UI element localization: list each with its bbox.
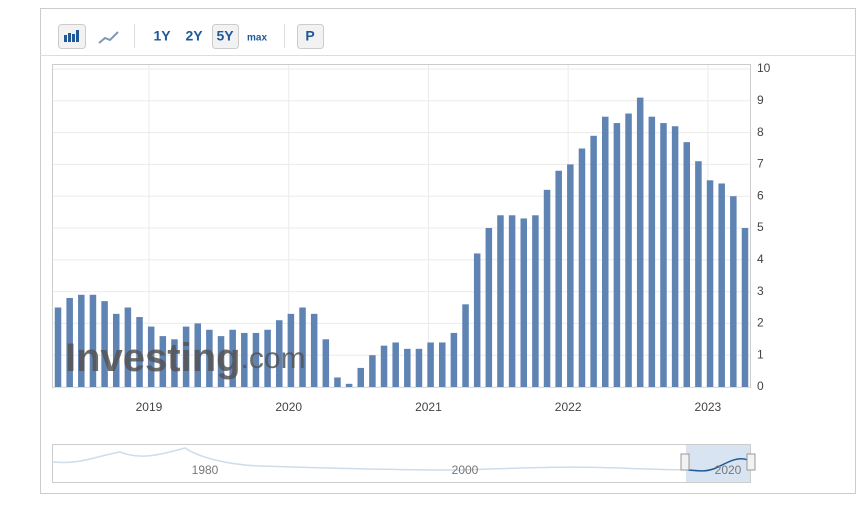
x-tick-label: 2019 [136, 400, 163, 414]
bar [613, 123, 621, 387]
bar [345, 383, 353, 387]
bar [695, 161, 702, 387]
x-tick-label: 2023 [695, 400, 722, 414]
bar [322, 339, 330, 387]
bar [171, 339, 178, 387]
bar [334, 377, 341, 387]
bar [357, 367, 365, 387]
navigator-handle-right[interactable] [746, 453, 756, 471]
watermark-suffix: .com [241, 342, 306, 375]
bar [497, 215, 504, 387]
bar [310, 313, 318, 387]
bar [89, 294, 97, 387]
range-5y-active[interactable] [212, 24, 239, 49]
bar [427, 342, 434, 387]
bar [485, 228, 493, 387]
bar [741, 228, 749, 387]
watermark-brand: Investing [65, 336, 241, 380]
navigator-series [52, 447, 701, 471]
y-tick-label: 1 [757, 347, 764, 361]
bar [555, 170, 562, 387]
bar [508, 215, 516, 387]
bar [369, 355, 376, 387]
p-button[interactable] [297, 24, 324, 49]
line-chart-button[interactable] [98, 31, 119, 44]
bar [543, 189, 551, 387]
bar [101, 301, 108, 387]
range-max[interactable]: max [247, 33, 267, 44]
bar [241, 332, 248, 387]
bar [299, 307, 306, 387]
navigator-label: 2020 [715, 463, 742, 477]
bar [473, 253, 481, 387]
y-tick-label: 0 [757, 379, 764, 393]
bar [590, 135, 597, 387]
bar [112, 313, 120, 387]
range-2y[interactable]: 2Y [185, 28, 203, 44]
bar [601, 116, 609, 387]
range-5y[interactable]: 5Y [216, 28, 234, 44]
bar [660, 123, 667, 387]
navigator-handle-left[interactable] [680, 453, 690, 471]
bar [264, 329, 271, 387]
bar [718, 183, 725, 387]
bar [415, 348, 423, 387]
bar [194, 323, 202, 387]
y-tick-label: 10 [757, 61, 771, 75]
p-button-label[interactable]: P [305, 28, 314, 44]
bar [532, 215, 539, 387]
bar [252, 332, 260, 387]
range-1y[interactable]: 1Y [153, 28, 171, 44]
bar [124, 307, 132, 387]
bar [206, 329, 213, 387]
y-tick-label: 7 [757, 157, 764, 171]
y-tick-label: 4 [757, 252, 764, 266]
bar [217, 336, 225, 387]
bar [404, 348, 411, 387]
bar [462, 304, 469, 387]
bar [450, 332, 458, 387]
x-tick-label: 2020 [275, 400, 302, 414]
bar [625, 113, 632, 388]
bar [578, 148, 586, 387]
bar [54, 307, 62, 387]
bar-icon [64, 30, 79, 42]
bar [136, 317, 143, 387]
bar [567, 164, 574, 387]
y-tick-label: 2 [757, 316, 764, 330]
bar [66, 297, 73, 387]
bar [275, 320, 283, 387]
bar [78, 294, 85, 387]
navigator-selected-series [687, 457, 749, 472]
bar [730, 196, 737, 387]
y-tick-label: 6 [757, 188, 764, 202]
bar [182, 326, 190, 387]
bar [636, 97, 644, 388]
navigator-label: 1980 [192, 463, 219, 477]
watermark: Investing.com [65, 336, 306, 380]
bar [392, 342, 399, 387]
bar [380, 345, 388, 387]
bar [671, 126, 679, 388]
y-tick-label: 8 [757, 125, 764, 139]
bar [147, 326, 155, 387]
bar [706, 180, 714, 387]
y-tick-label: 9 [757, 93, 764, 107]
navigator[interactable] [52, 444, 751, 483]
bar [520, 218, 528, 387]
y-tick-label: 3 [757, 284, 764, 298]
y-tick-label: 5 [757, 220, 764, 234]
bar [287, 313, 295, 387]
navigator-label: 2000 [452, 463, 479, 477]
bar [683, 142, 691, 387]
x-tick-label: 2022 [555, 400, 582, 414]
bar [159, 336, 167, 387]
x-tick-label: 2021 [415, 400, 442, 414]
bar [229, 329, 236, 387]
bar [648, 116, 656, 387]
bar [438, 342, 446, 387]
navigator-window[interactable] [686, 445, 750, 482]
